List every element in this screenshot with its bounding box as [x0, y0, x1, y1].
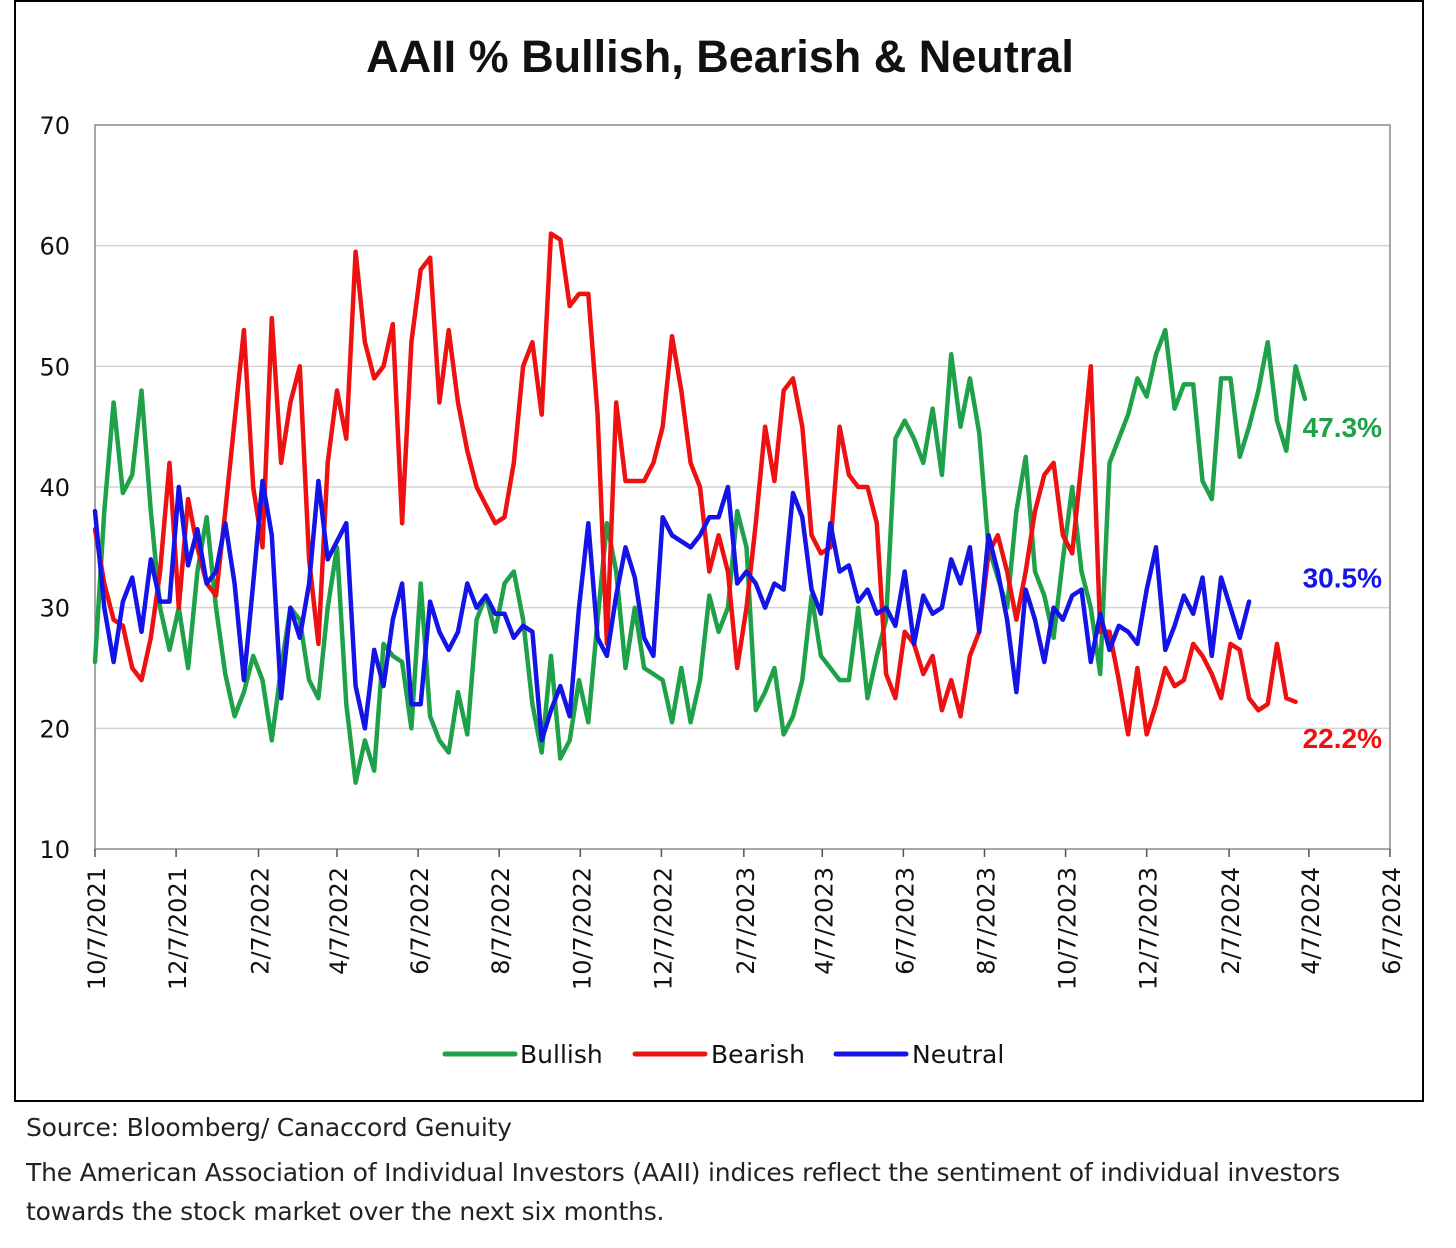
x-tick-label-13: 12/7/2023 — [1135, 867, 1163, 990]
source-text: Source: Bloomberg/ Canaccord Genuity — [26, 1113, 512, 1142]
y-tick-label-70: 70 — [39, 112, 70, 140]
x-tick-label-7: 12/7/2022 — [649, 867, 677, 990]
end-label-neutral: 30.5% — [1303, 563, 1382, 594]
x-tick-label-5: 8/7/2022 — [487, 867, 515, 975]
x-tick-label-16: 6/7/2024 — [1378, 867, 1406, 975]
y-tick-label-50: 50 — [39, 353, 70, 381]
end-label-bullish: 47.3% — [1303, 412, 1382, 443]
x-tick-label-11: 8/7/2023 — [972, 867, 1000, 975]
x-tick-label-3: 4/7/2022 — [325, 867, 353, 975]
x-tick-label-9: 4/7/2023 — [810, 867, 838, 975]
x-tick-label-15: 4/7/2024 — [1297, 867, 1325, 975]
y-tick-label-30: 30 — [39, 595, 70, 623]
y-tick-label-40: 40 — [39, 474, 70, 502]
x-tick-label-10: 6/7/2023 — [891, 867, 919, 975]
y-tick-label-10: 10 — [39, 836, 70, 864]
label-layer: 47.3% 22.2% 30.5% — [1303, 412, 1382, 754]
x-tick-label-0: 10/7/2021 — [83, 867, 111, 990]
legend: Bullish Bearish Neutral — [442, 1040, 1004, 1069]
x-tick-label-12: 10/7/2023 — [1054, 867, 1082, 990]
chart-frame — [14, 0, 1424, 1102]
end-label-bearish: 22.2% — [1303, 723, 1382, 754]
legend-label-bearish: Bearish — [711, 1040, 805, 1069]
note-text: The American Association of Individual I… — [26, 1158, 1340, 1226]
x-tick-label-4: 6/7/2022 — [406, 867, 434, 975]
chart-svg: AAII % Bullish, Bearish & Neutral 10 20 30… — [39, 31, 1406, 1069]
x-tick-label-1: 12/7/2021 — [164, 867, 192, 990]
grid-layer — [95, 244, 1390, 730]
x-tick-label-14: 2/7/2024 — [1217, 867, 1245, 975]
x-tick-label-2: 2/7/2022 — [247, 867, 275, 975]
series-line-neutral — [92, 478, 1252, 743]
plot-area-border — [94, 124, 1391, 850]
x-tick-label-8: 2/7/2023 — [732, 867, 760, 975]
legend-label-bullish: Bullish — [520, 1040, 603, 1069]
y-tick-label-60: 60 — [39, 233, 70, 261]
series-line-bullish — [92, 327, 1308, 785]
x-tick-label-6: 10/7/2022 — [568, 867, 596, 990]
series-layer — [92, 231, 1308, 785]
chart-title: AAII % Bullish, Bearish & Neutral — [366, 31, 1074, 82]
legend-label-neutral: Neutral — [912, 1040, 1004, 1069]
y-tick-label-20: 20 — [39, 715, 70, 743]
series-line-bearish — [92, 231, 1298, 737]
axis-layer: 10 20 30 40 50 60 70 10/7/2021 12/7/2021 2/7/2022… — [39, 112, 1406, 990]
